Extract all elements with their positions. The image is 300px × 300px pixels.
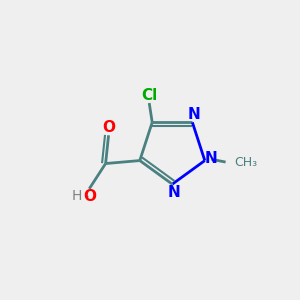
Text: N: N	[205, 151, 218, 166]
Text: Cl: Cl	[141, 88, 158, 103]
Text: N: N	[188, 106, 200, 122]
Text: H: H	[71, 189, 82, 203]
Text: O: O	[102, 120, 115, 135]
Text: O: O	[84, 189, 97, 204]
Text: N: N	[167, 185, 180, 200]
Text: CH₃: CH₃	[235, 155, 258, 169]
